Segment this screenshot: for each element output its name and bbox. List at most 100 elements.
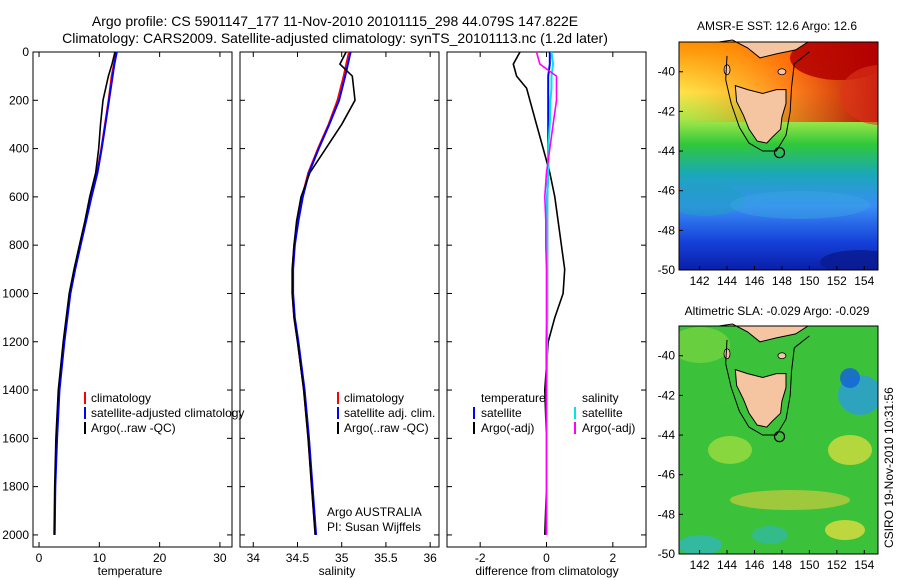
x-tick-label: 2 (609, 551, 616, 565)
y-tick-label: 2000 (2, 528, 29, 542)
x-tick-label: 36 (423, 551, 437, 565)
y-tick-label: 1200 (2, 335, 29, 349)
series-line (53, 51, 118, 535)
salinity-ticks: 34 34.5 35 35.5 36 (240, 51, 439, 565)
map-y-tick-label: -46 (658, 184, 676, 198)
legend-swatch-temp-satellite (473, 407, 475, 419)
map-x-tick-label: 150 (799, 558, 819, 572)
map-y-tick-label: -44 (658, 428, 676, 442)
legend-label-climatology: climatology (91, 391, 151, 405)
argo-program-label: Argo AUSTRALIA (327, 505, 422, 519)
x-tick-label: 35.5 (374, 551, 398, 565)
king-island (723, 348, 731, 360)
map-x-tick-label: 144 (717, 558, 737, 572)
legend-swatch-argo (337, 422, 339, 434)
flinders-island (777, 352, 787, 360)
legend-label-sal-satellite: satellite (582, 406, 623, 420)
series-line (53, 51, 116, 535)
tasmania-land (734, 368, 787, 428)
series-line (291, 51, 350, 535)
x-tick-label: 34 (247, 551, 261, 565)
tasmania-land (734, 84, 787, 144)
map-y-tick-label: -40 (658, 65, 676, 79)
map-x-tick-label: 154 (854, 274, 874, 288)
difference-lines (512, 51, 566, 535)
sla-map-image (679, 326, 878, 554)
x-tick-label: 20 (153, 551, 167, 565)
shelf-contour (725, 335, 810, 436)
argo-pi-label: PI: Susan Wijffels (327, 520, 421, 534)
legend-label-climatology: climatology (344, 391, 404, 405)
y-tick-label: 1400 (2, 383, 29, 397)
difference-xlabel: difference from climatology (475, 564, 618, 578)
legend-label-argo: Argo(..raw -QC) (91, 421, 176, 435)
map-y-tick-label: -42 (658, 104, 676, 118)
map-x-tick-label: 146 (744, 558, 764, 572)
flinders-island (777, 68, 787, 76)
series-line (53, 51, 117, 535)
series-line (535, 51, 558, 535)
sst-map-axes (678, 41, 879, 271)
legend-swatch-satellite (337, 407, 339, 419)
map-x-tick-label: 144 (717, 274, 737, 288)
temperature-ticks: 0 10 20 30 0 200 400 600 800 1000 1200 1400 1600 1800… (2, 45, 232, 565)
sst-map-ticks: 142 144 146 148 150 152 154 -40 -42 -44 -46 -48 -50 (658, 65, 875, 288)
temperature-axes (32, 51, 233, 548)
series-line (291, 51, 356, 535)
x-tick-label: 10 (93, 551, 107, 565)
y-tick-label: 1000 (2, 286, 29, 300)
map-x-tick-label: 152 (827, 274, 847, 288)
sst-map-land (718, 39, 878, 159)
temperature-legend: climatology satellite-adjusted climatolo… (84, 391, 244, 435)
salinity-axes (239, 51, 440, 548)
king-island (723, 64, 731, 76)
legend-swatch-temp-argo (473, 422, 475, 434)
salinity-lines (291, 51, 356, 535)
salinity-xlabel: salinity (319, 564, 356, 578)
legend-label-argo: Argo(..raw -QC) (344, 421, 429, 435)
y-tick-label: 600 (9, 190, 29, 204)
x-tick-label: 0 (543, 551, 550, 565)
x-tick-label: -2 (475, 551, 486, 565)
y-tick-label: 1800 (2, 480, 29, 494)
legend-title-temperature: temperature (481, 391, 546, 405)
temperature-lines (53, 51, 118, 535)
map-y-tick-label: -50 (658, 263, 676, 277)
legend-label-temp-satellite: satellite (481, 406, 522, 420)
map-x-tick-label: 148 (772, 558, 792, 572)
map-y-tick-label: -46 (658, 468, 676, 482)
figure-title-line2: Climatology: CARS2009. Satellite-adjuste… (62, 30, 608, 46)
legend-swatch-satellite (84, 407, 86, 419)
legend-title-salinity: salinity (582, 391, 619, 405)
y-tick-label: 400 (9, 142, 29, 156)
legend-label-satellite: satellite adj. clim. (344, 406, 435, 420)
temperature-xlabel: temperature (98, 564, 163, 578)
legend-swatch-argo (84, 422, 86, 434)
footer-timestamp: CSIRO 19-Nov-2010 10:31:56 (882, 387, 896, 548)
map-x-tick-label: 152 (827, 558, 847, 572)
sla-map-ticks: 142 144 146 148 150 152 154 -40 -42 -44 -46 -48 -50 (658, 349, 875, 572)
legend-swatch-climatology (337, 392, 339, 404)
difference-ticks: -2 0 2 (447, 51, 646, 565)
x-tick-label: 34.5 (286, 551, 310, 565)
map-y-tick-label: -48 (658, 507, 676, 521)
legend-swatch-sal-satellite (574, 407, 576, 419)
legend-label-sal-argo: Argo(-adj) (582, 421, 635, 435)
argo-position-marker (773, 431, 786, 443)
y-tick-label: 0 (22, 45, 29, 59)
map-x-tick-label: 146 (744, 274, 764, 288)
y-tick-label: 800 (9, 238, 29, 252)
x-tick-label: 30 (213, 551, 227, 565)
sla-map-axes (678, 325, 879, 555)
salinity-legend: climatology satellite adj. clim. Argo(..… (327, 391, 435, 534)
sst-map-title: AMSR-E SST: 12.6 Argo: 12.6 (697, 19, 857, 33)
difference-legend: temperature satellite Argo(-adj) salinit… (473, 391, 635, 435)
sla-map-land (718, 323, 878, 443)
series-line (512, 51, 566, 535)
y-tick-label: 1600 (2, 431, 29, 445)
map-y-tick-label: -48 (658, 223, 676, 237)
y-tick-label: 200 (9, 93, 29, 107)
map-x-tick-label: 150 (799, 274, 819, 288)
map-y-tick-label: -50 (658, 547, 676, 561)
